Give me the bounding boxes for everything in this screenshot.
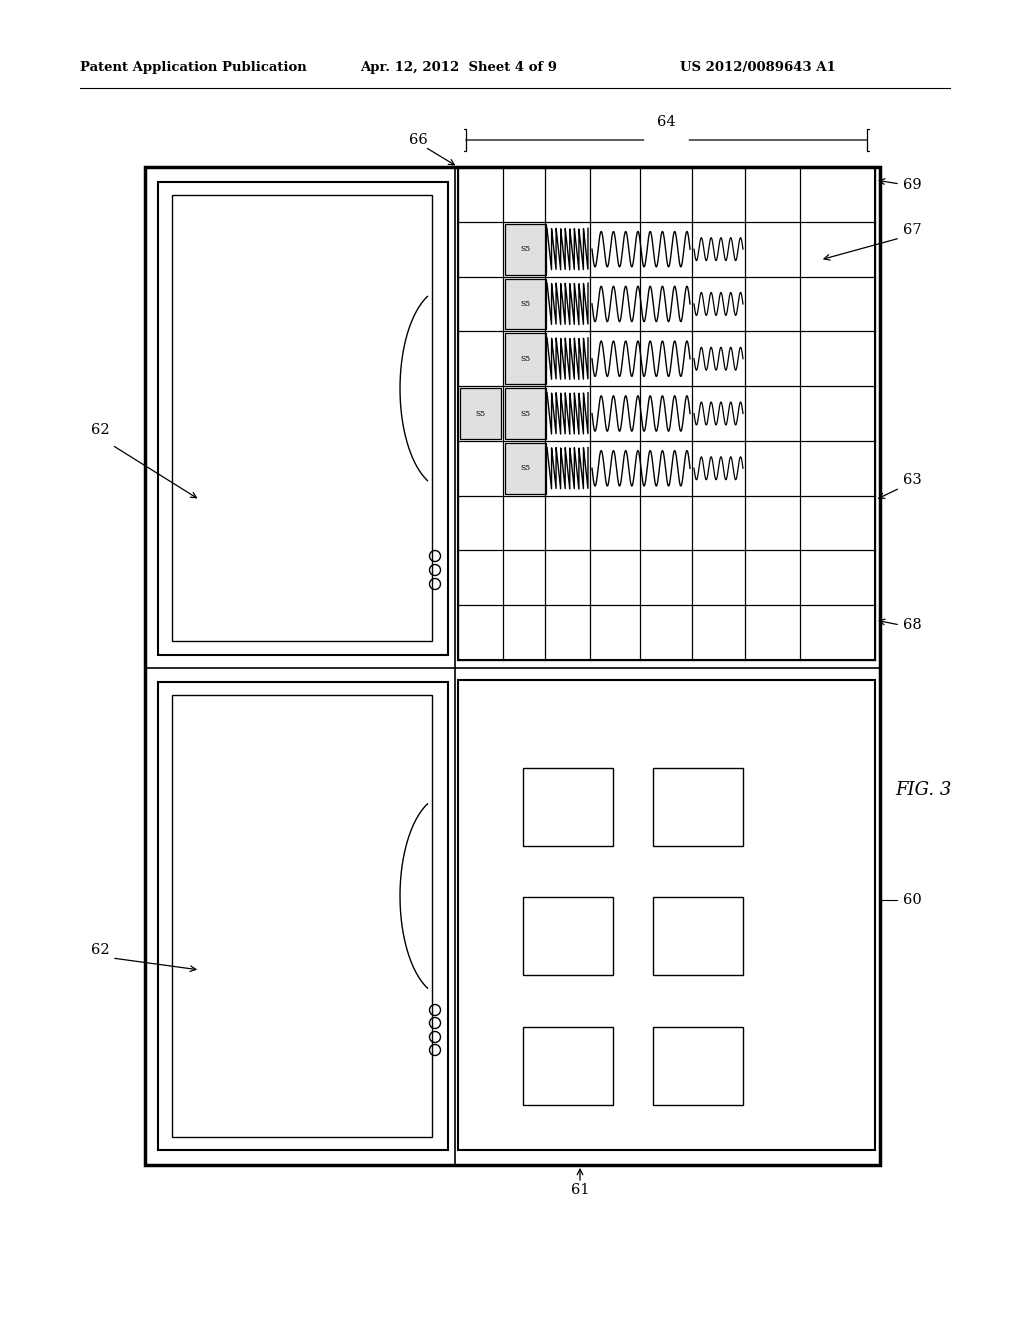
Text: 62: 62 — [91, 942, 110, 957]
Bar — [523, 898, 613, 975]
Text: Patent Application Publication: Patent Application Publication — [80, 62, 307, 74]
Bar — [172, 195, 432, 642]
Bar — [505, 279, 546, 329]
Text: US 2012/0089643 A1: US 2012/0089643 A1 — [680, 62, 836, 74]
Text: S5: S5 — [520, 246, 530, 253]
Text: Apr. 12, 2012  Sheet 4 of 9: Apr. 12, 2012 Sheet 4 of 9 — [360, 62, 557, 74]
Text: S5: S5 — [520, 300, 530, 308]
Bar — [653, 1027, 743, 1105]
Bar — [653, 898, 743, 975]
Bar — [505, 334, 546, 384]
Text: S5: S5 — [520, 465, 530, 473]
Text: 69: 69 — [903, 178, 922, 191]
Text: S5: S5 — [520, 355, 530, 363]
Bar — [158, 182, 449, 655]
Bar — [653, 768, 743, 846]
Bar — [158, 682, 449, 1150]
Bar — [458, 680, 874, 1150]
Text: S5: S5 — [520, 409, 530, 417]
Bar — [523, 1027, 613, 1105]
Text: 67: 67 — [903, 223, 922, 238]
Text: FIG. 3: FIG. 3 — [895, 781, 951, 799]
Bar — [458, 168, 874, 660]
Text: 62: 62 — [91, 422, 110, 437]
Bar — [505, 444, 546, 494]
Text: S5: S5 — [475, 409, 485, 417]
Text: 68: 68 — [902, 618, 922, 632]
Bar — [523, 768, 613, 846]
Bar — [460, 388, 501, 438]
Bar — [145, 168, 880, 1166]
Bar — [172, 696, 432, 1137]
Text: 61: 61 — [570, 1183, 589, 1197]
Text: 63: 63 — [902, 473, 922, 487]
Text: 64: 64 — [657, 115, 676, 129]
Text: 66: 66 — [409, 133, 427, 147]
Bar — [505, 224, 546, 275]
Bar — [505, 388, 546, 438]
Text: 60: 60 — [902, 894, 922, 907]
